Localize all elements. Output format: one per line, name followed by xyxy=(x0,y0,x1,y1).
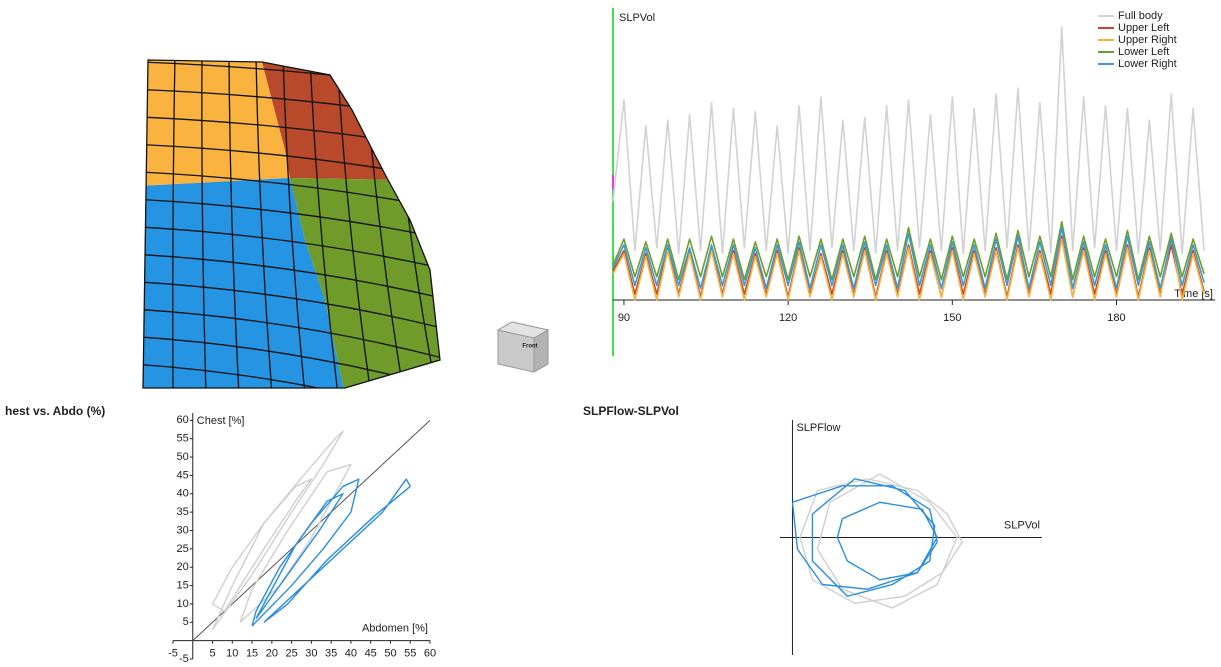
loop-curve xyxy=(264,479,410,622)
x-tick-label: 45 xyxy=(365,648,377,660)
legend-label: Full body xyxy=(1118,10,1163,22)
y-tick-label: 30 xyxy=(177,524,189,536)
legend-label: Upper Right xyxy=(1118,34,1177,46)
x-tick-label: 180 xyxy=(1107,312,1125,324)
x-tick-label: 15 xyxy=(246,648,258,660)
y-tick-label: 25 xyxy=(177,543,189,555)
y-axis-title: SLPFlow xyxy=(796,422,840,434)
x-tick-label: 55 xyxy=(404,648,416,660)
series-line xyxy=(613,27,1204,253)
x-tick-label: 25 xyxy=(285,648,297,660)
x-tick-label: 60 xyxy=(424,648,436,660)
y-tick-label: -5 xyxy=(179,653,189,662)
x-tick-label: 120 xyxy=(779,312,797,324)
x-tick-label: 150 xyxy=(943,312,961,324)
x-tick-label: 20 xyxy=(266,648,278,660)
y-axis-title: Chest [%] xyxy=(197,415,245,427)
x-tick-label: 90 xyxy=(618,312,630,324)
y-tick-label: 55 xyxy=(177,433,189,445)
orientation-cube[interactable]: Front xyxy=(498,322,548,372)
x-axis-title: Abdomen [%] xyxy=(362,623,428,635)
x-tick-label: 30 xyxy=(305,648,317,660)
x-tick-label: 50 xyxy=(384,648,396,660)
legend-label: Lower Right xyxy=(1118,58,1177,70)
y-tick-label: 35 xyxy=(177,506,189,518)
y-tick-label: 5 xyxy=(183,616,189,628)
screen: Front SLPVolTime [s]90120150180Full body… xyxy=(0,0,1221,662)
cube-label: Front xyxy=(522,344,537,350)
chart-title: hest vs. Abdo (%) xyxy=(5,404,105,418)
chart-title: SLPFlow-SLPVol xyxy=(583,404,679,418)
x-tick-label: 5 xyxy=(209,648,215,660)
x-tick-label: -5 xyxy=(168,648,178,660)
loop-curve xyxy=(837,502,937,580)
y-tick-label: 40 xyxy=(177,488,189,500)
legend-label: Lower Left xyxy=(1118,46,1169,58)
y-tick-label: 10 xyxy=(177,598,189,610)
y-axis-title: SLPVol xyxy=(619,12,655,24)
page: Front SLPVolTime [s]90120150180Full body… xyxy=(0,0,1221,662)
y-tick-label: 50 xyxy=(177,451,189,463)
x-tick-label: 35 xyxy=(325,648,337,660)
y-tick-label: 60 xyxy=(177,414,189,426)
y-tick-label: 45 xyxy=(177,469,189,481)
loop-curve xyxy=(240,464,351,622)
x-tick-label: 10 xyxy=(226,648,238,660)
x-tick-label: 40 xyxy=(345,648,357,660)
y-tick-label: 15 xyxy=(177,579,189,591)
x-axis-title: SLPVol xyxy=(1004,519,1040,531)
body-mesh xyxy=(140,55,503,420)
legend-label: Upper Left xyxy=(1118,22,1169,34)
y-tick-label: 20 xyxy=(177,561,189,573)
